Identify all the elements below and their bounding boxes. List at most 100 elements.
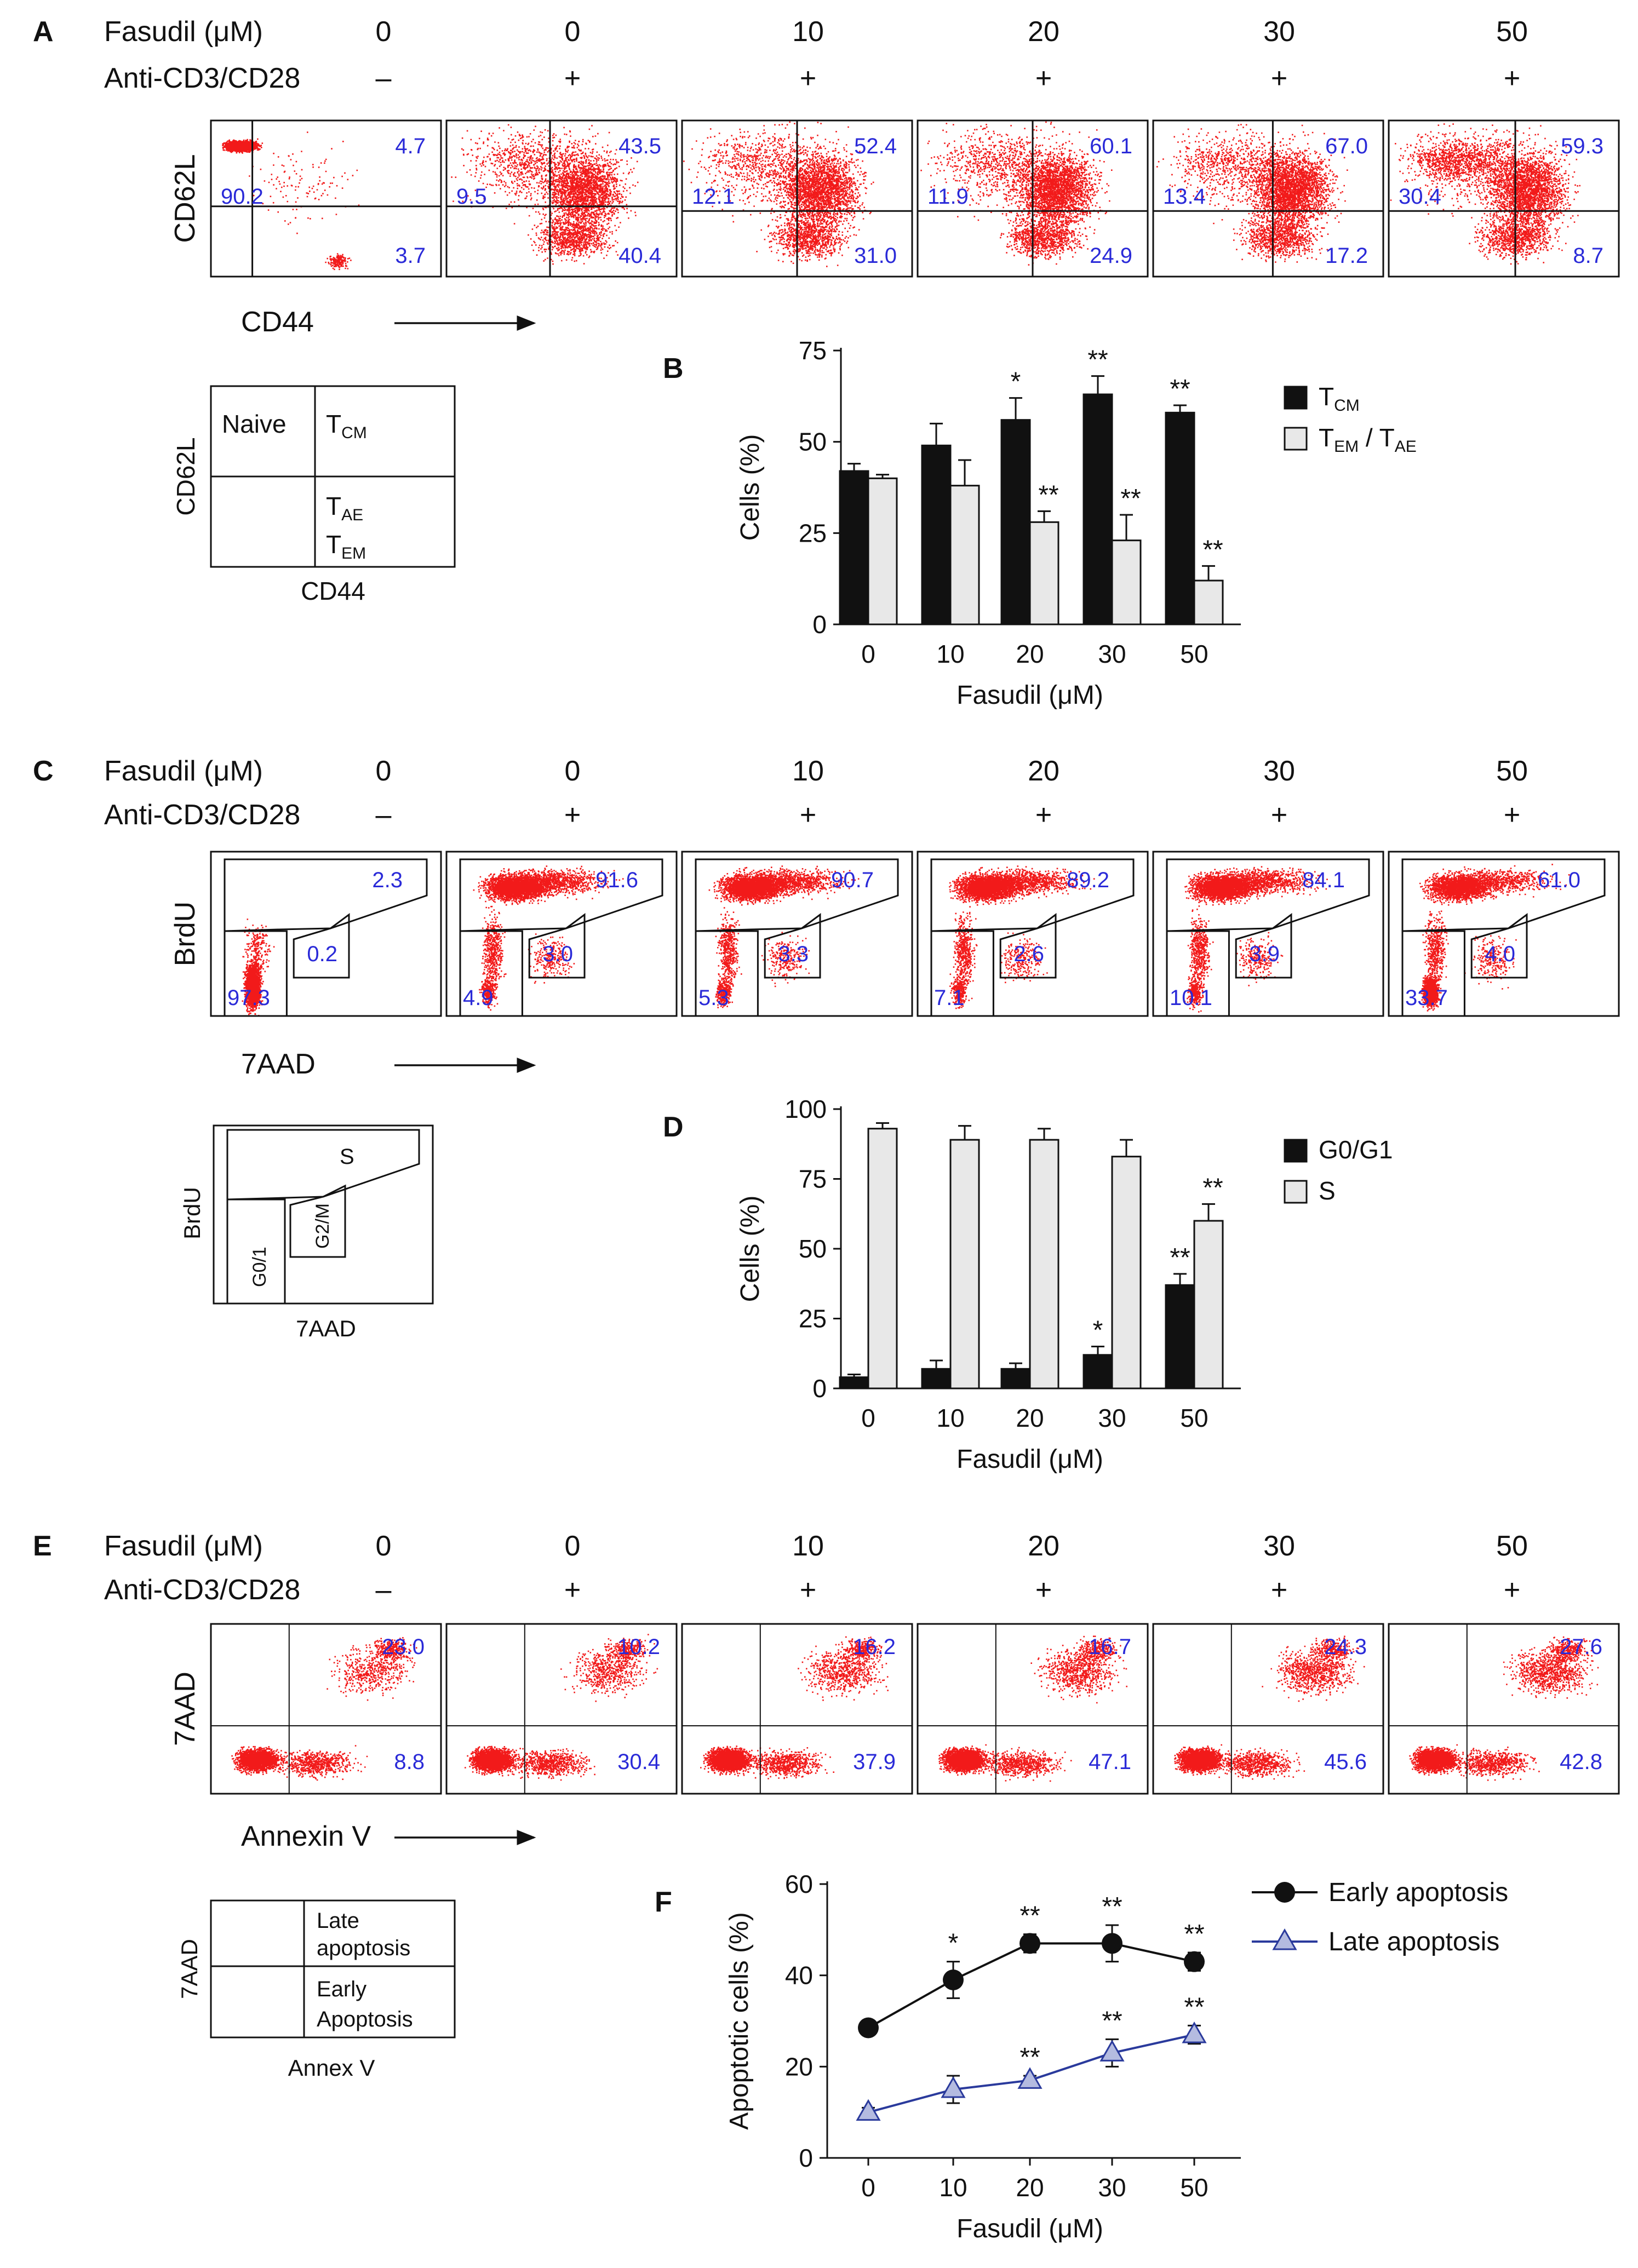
value-g2m: 3.3 bbox=[778, 942, 809, 966]
x-axis-label-E: Annexin V bbox=[241, 1821, 371, 1852]
flow-plot-A-4: 67.0 13.4 17.2 bbox=[1152, 119, 1384, 278]
y-tick-label: 20 bbox=[785, 2052, 813, 2081]
legend-tem: TEM bbox=[326, 530, 366, 562]
legend-label: TEM / TAE bbox=[1319, 423, 1417, 456]
stim-value: + bbox=[1271, 1574, 1287, 1606]
legend-label: TCM bbox=[1319, 382, 1360, 415]
significance-mark: ** bbox=[1102, 2006, 1122, 2035]
conc-value: 30 bbox=[1263, 16, 1295, 48]
value-s-phase: 89.2 bbox=[1067, 868, 1109, 892]
flow-plot-C-1: 91.6 3.0 4.9 bbox=[445, 851, 678, 1017]
stim-value: + bbox=[1271, 799, 1287, 831]
y-tick-label: 0 bbox=[799, 2144, 813, 2172]
marker-triangle bbox=[1099, 2040, 1125, 2062]
value-upper-right: 59.3 bbox=[1561, 134, 1603, 158]
significance-mark: ** bbox=[1120, 484, 1141, 513]
value-lower-right: 8.7 bbox=[1573, 244, 1603, 268]
legend-g2m: G2/M bbox=[312, 1203, 333, 1249]
y-axis-title: Apoptotic cells (%) bbox=[725, 1912, 754, 2129]
bar-D-s0 bbox=[1165, 1284, 1195, 1389]
value-late: 16.2 bbox=[853, 1635, 896, 1659]
y-tick-label: 75 bbox=[799, 1165, 827, 1193]
scatter-dots bbox=[949, 865, 1095, 1009]
bar-D-s1 bbox=[1029, 1139, 1059, 1389]
conc-value: 0 bbox=[376, 16, 392, 48]
significance-mark: ** bbox=[1170, 375, 1190, 404]
x-tick-label: 10 bbox=[936, 640, 964, 668]
stim-value: + bbox=[800, 62, 816, 94]
legend-late: apoptosis bbox=[317, 1936, 410, 1960]
y-tick-label: 25 bbox=[799, 1305, 827, 1333]
x-tick-label: 0 bbox=[861, 640, 875, 668]
gate-legend-layer: Naive TCM TAE TEM CD62L CD44 S G0/1 G2/M BrdU 7AAD… bbox=[171, 385, 456, 2081]
x-tick-label: 50 bbox=[1180, 2173, 1208, 2202]
scatter-dots bbox=[1174, 1635, 1365, 1780]
legend-s: S bbox=[340, 1145, 354, 1169]
flow-plot-C-2: 90.7 3.3 5.3 bbox=[681, 851, 913, 1017]
y-tick-label: 0 bbox=[812, 610, 827, 639]
bar-D-s0 bbox=[1000, 1368, 1031, 1389]
flow-plot-E-4: 24.3 45.6 bbox=[1152, 1623, 1384, 1795]
value-upper-right: 43.5 bbox=[618, 134, 661, 158]
y-tick-label: 50 bbox=[799, 428, 827, 456]
value-g2m: 2.6 bbox=[1013, 942, 1044, 966]
x-tick-label: 20 bbox=[1016, 2173, 1044, 2202]
legend-x-label: 7AAD bbox=[296, 1316, 356, 1341]
legend-g01: G0/1 bbox=[249, 1247, 270, 1287]
value-upper-right: 4.7 bbox=[395, 134, 426, 158]
marker-triangle bbox=[1182, 2021, 1207, 2043]
gate-g01 bbox=[1401, 930, 1465, 1017]
significance-mark: ** bbox=[1087, 346, 1108, 375]
scatter-dots bbox=[700, 1636, 889, 1779]
conc-value: 20 bbox=[1028, 1530, 1059, 1562]
fasudil-row-label: Fasudil (μM) bbox=[104, 755, 263, 787]
flow-panels-layer: A Fasudil (μM) Anti-CD3/CD28 0 0 10 20 30 50 – + + +… bbox=[33, 16, 1620, 1852]
gate-g01 bbox=[224, 930, 288, 1017]
scatter-dots bbox=[451, 124, 639, 265]
conc-value: 0 bbox=[565, 1530, 581, 1562]
x-axis-title: Fasudil (μM) bbox=[957, 1445, 1103, 1474]
conc-value: 0 bbox=[565, 755, 581, 787]
x-axis-label-A: CD44 bbox=[241, 306, 314, 338]
legend-y-label: BrdU bbox=[179, 1187, 205, 1239]
flow-plot-A-0: 4.7 90.2 3.7 bbox=[210, 119, 442, 278]
panel-letter-A: A bbox=[33, 16, 54, 48]
flow-plot-E-0: 23.0 8.8 bbox=[210, 1623, 442, 1795]
legend-y-label: CD62L bbox=[171, 437, 200, 515]
y-axis-label-A: CD62L bbox=[169, 154, 201, 243]
value-upper-left: 13.4 bbox=[1163, 185, 1206, 209]
value-late: 16.7 bbox=[1089, 1635, 1131, 1659]
scatter-dots bbox=[231, 1637, 417, 1781]
stim-value: + bbox=[564, 62, 581, 94]
x-tick-label: 20 bbox=[1016, 1404, 1044, 1432]
conc-value: 50 bbox=[1496, 1530, 1528, 1562]
significance-mark: ** bbox=[1020, 2043, 1040, 2072]
legend-early: Early bbox=[317, 1977, 366, 2001]
value-g01: 10.1 bbox=[1170, 986, 1212, 1010]
y-tick-label: 50 bbox=[799, 1235, 827, 1263]
gate-g01 bbox=[695, 930, 759, 1017]
flow-plot-A-5: 59.3 30.4 8.7 bbox=[1388, 119, 1620, 278]
stim-row-label: Anti-CD3/CD28 bbox=[104, 1574, 300, 1606]
stim-value: + bbox=[1504, 1574, 1520, 1606]
value-lower-right: 3.7 bbox=[395, 244, 426, 268]
value-upper-right: 60.1 bbox=[1090, 134, 1132, 158]
legend-sub: EM bbox=[341, 544, 366, 562]
stim-value: – bbox=[376, 62, 392, 94]
bar-B-s0 bbox=[921, 444, 952, 625]
conc-value: 0 bbox=[565, 16, 581, 48]
scatter-dots bbox=[1156, 124, 1348, 263]
significance-mark: ** bbox=[1170, 1243, 1190, 1272]
scatter-dots bbox=[1409, 1636, 1599, 1781]
legend-x-label: CD44 bbox=[301, 577, 365, 605]
gate-g2m bbox=[999, 913, 1057, 979]
legend-swatch bbox=[1284, 1180, 1308, 1204]
conc-value: 30 bbox=[1263, 1530, 1295, 1562]
bar-B-s0 bbox=[839, 470, 869, 625]
flow-plot-E-5: 27.6 42.8 bbox=[1388, 1623, 1620, 1795]
conc-value: 20 bbox=[1028, 755, 1059, 787]
value-g01: 97.3 bbox=[227, 986, 270, 1010]
marker-circle bbox=[1102, 1933, 1122, 1954]
stim-row-label: Anti-CD3/CD28 bbox=[104, 799, 300, 831]
